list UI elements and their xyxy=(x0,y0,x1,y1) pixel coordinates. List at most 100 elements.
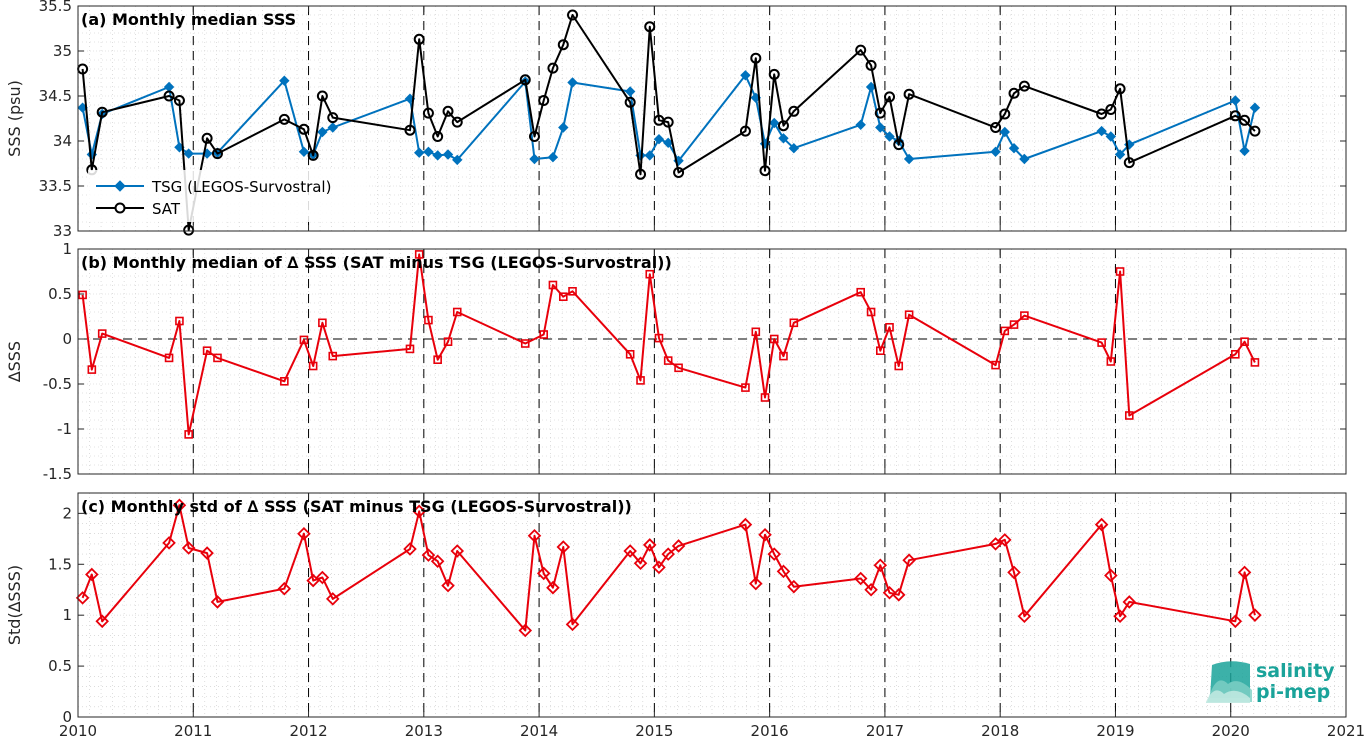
data-point xyxy=(1007,565,1021,580)
data-point xyxy=(325,592,340,606)
data-point xyxy=(673,167,685,178)
data-point xyxy=(739,125,751,137)
data-point xyxy=(404,124,416,136)
data-point xyxy=(874,107,886,119)
legend-entry-sat: SAT xyxy=(152,200,181,218)
x-tick-label: 2020 xyxy=(1212,722,1250,740)
data-point xyxy=(1229,110,1241,122)
data-point xyxy=(903,88,915,100)
data-point xyxy=(162,536,176,550)
x-tick-label: 2016 xyxy=(751,722,789,740)
data-point xyxy=(536,566,551,581)
x-tick-label: 2013 xyxy=(405,722,443,740)
data-point xyxy=(767,547,782,561)
data-point xyxy=(430,554,445,568)
axes-box xyxy=(77,492,1347,718)
axes-box xyxy=(77,5,1347,232)
data-point xyxy=(567,77,578,88)
data-point xyxy=(624,86,636,97)
data-point xyxy=(1105,131,1117,142)
data-point xyxy=(856,287,866,297)
data-point xyxy=(421,548,436,562)
data-point xyxy=(999,126,1010,138)
panel-b-delta-sss: -1.5 -1 -0.5 0 0.5 1 ∆SSS (b) Monthly median of… xyxy=(5,240,1347,483)
x-tick-label: 2015 xyxy=(635,722,673,740)
data-point xyxy=(277,581,292,596)
data-point xyxy=(758,527,772,542)
data-point xyxy=(413,147,425,158)
data-point xyxy=(75,591,90,605)
data-point xyxy=(891,588,906,602)
data-point xyxy=(1122,595,1137,609)
y-axis-label: ∆SSS xyxy=(5,341,24,383)
y-tick-label: 2 xyxy=(62,504,72,522)
data-point xyxy=(760,393,770,402)
data-point xyxy=(1230,95,1241,106)
data-point xyxy=(175,316,184,326)
y-tick-label: 35.5 xyxy=(39,0,72,15)
data-point xyxy=(280,376,289,386)
data-point xyxy=(777,120,789,132)
data-point xyxy=(299,335,309,345)
data-point xyxy=(751,327,761,337)
data-point xyxy=(642,538,657,552)
data-point xyxy=(451,116,463,128)
data-point xyxy=(95,614,109,629)
data-point xyxy=(1249,125,1261,137)
data-point xyxy=(298,146,310,158)
data-point xyxy=(1019,153,1030,165)
data-point xyxy=(202,346,212,356)
data-point xyxy=(422,107,434,119)
data-point xyxy=(211,148,223,160)
data-point xyxy=(624,96,636,108)
data-point xyxy=(661,547,675,561)
data-point xyxy=(558,292,568,302)
data-point xyxy=(853,571,868,586)
data-point xyxy=(855,119,866,131)
y-axis-label: Std(∆SSS) xyxy=(5,565,24,645)
x-tick-label: 2017 xyxy=(866,722,904,740)
legend: TSG (LEGOS-Survostral) SAT xyxy=(88,170,368,222)
data-point xyxy=(565,617,580,632)
data-point xyxy=(893,139,905,151)
data-point xyxy=(567,9,579,21)
data-point xyxy=(1123,157,1135,169)
data-point xyxy=(866,307,876,317)
y-tick-label: 1.5 xyxy=(48,555,72,573)
data-point xyxy=(201,132,213,144)
y-tick-label: 0 xyxy=(62,708,72,726)
data-point xyxy=(787,579,801,594)
data-point xyxy=(308,361,318,371)
legend-entry-tsg: TSG (LEGOS-Survostral) xyxy=(151,178,331,196)
data-point xyxy=(1105,104,1117,115)
data-point xyxy=(315,570,330,585)
data-point xyxy=(529,153,540,165)
data-point xyxy=(452,154,463,166)
x-tick-label: 2011 xyxy=(174,722,212,740)
data-point xyxy=(1248,608,1262,622)
data-point xyxy=(1114,83,1126,95)
data-point xyxy=(307,149,319,161)
data-point xyxy=(433,355,442,365)
x-tick-label: 2019 xyxy=(1096,722,1134,740)
panel-title: (b) Monthly median of ∆ SSS (SAT minus T… xyxy=(81,253,672,272)
data-point xyxy=(424,315,433,325)
y-tick-label: 1 xyxy=(62,606,72,624)
data-point xyxy=(547,62,559,74)
data-point xyxy=(1096,108,1108,120)
data-point xyxy=(1009,320,1019,329)
data-point xyxy=(316,90,328,102)
data-point xyxy=(173,95,185,106)
data-point xyxy=(519,74,531,86)
data-point xyxy=(1008,142,1020,154)
data-point xyxy=(1228,614,1243,629)
data-point xyxy=(200,546,214,560)
x-tick-label: 2012 xyxy=(289,722,327,740)
data-point xyxy=(671,539,686,553)
data-point xyxy=(633,556,648,571)
data-point xyxy=(1237,565,1252,580)
data-point xyxy=(740,70,751,81)
y-tick-label: -0.5 xyxy=(43,375,72,393)
data-point xyxy=(164,353,174,363)
data-point xyxy=(1240,337,1249,347)
